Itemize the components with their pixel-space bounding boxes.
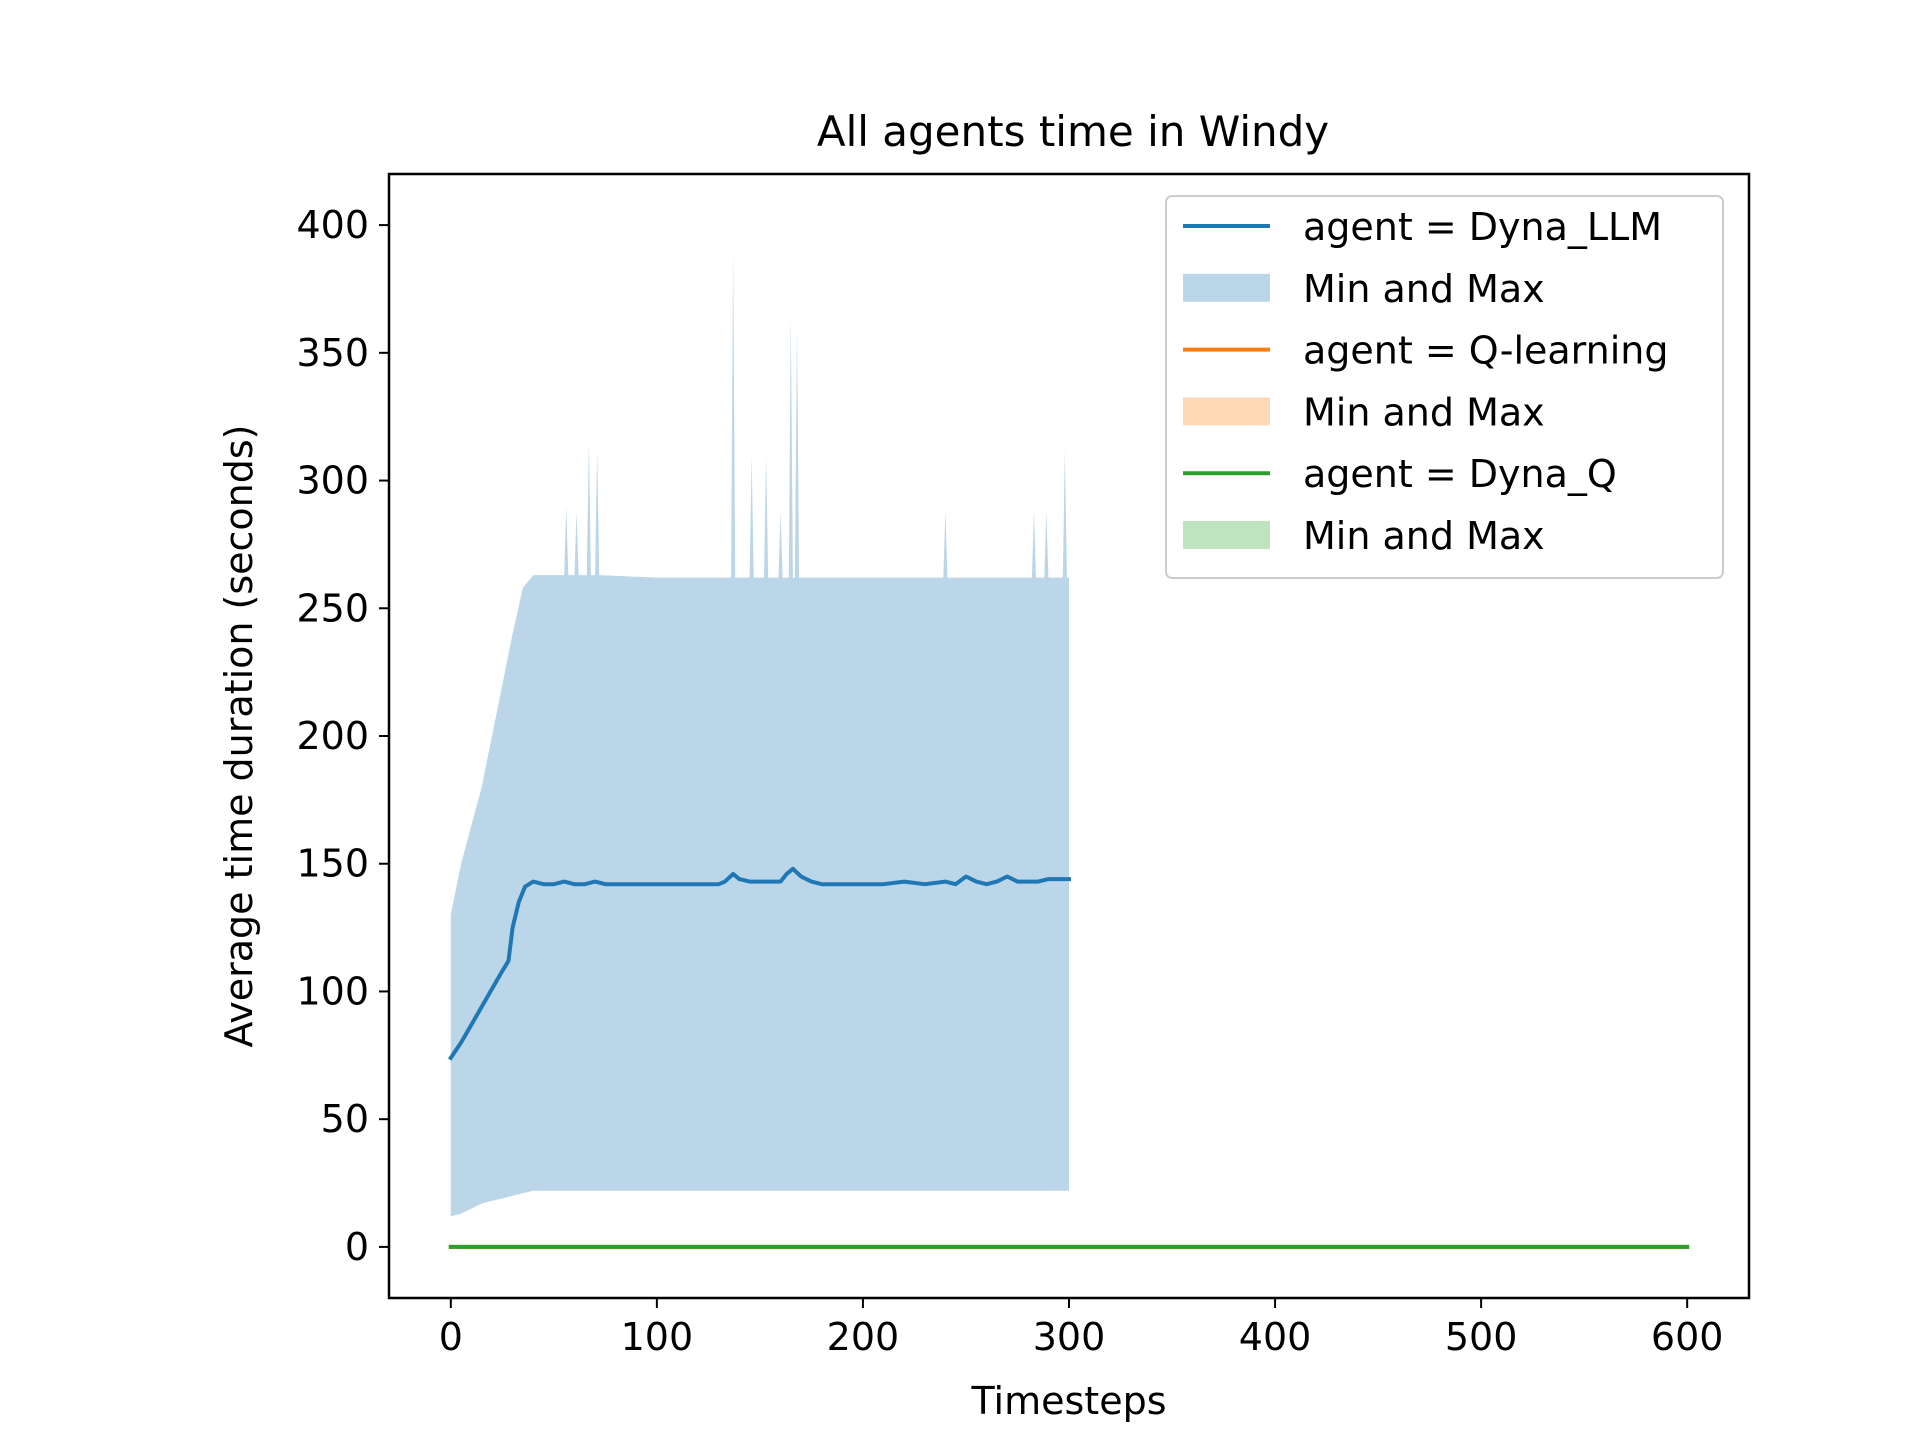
series-0-line bbox=[448, 866, 1071, 1061]
x-tick-label: 500 bbox=[1445, 1315, 1518, 1359]
legend-label: Min and Max bbox=[1303, 514, 1545, 558]
x-tick-label: 100 bbox=[621, 1315, 694, 1359]
y-tick-label: 100 bbox=[296, 969, 369, 1013]
legend-label: agent = Dyna_LLM bbox=[1303, 205, 1662, 249]
y-tick-label: 300 bbox=[296, 459, 369, 503]
chart-title: All agents time in Windy bbox=[817, 107, 1329, 156]
y-tick-label: 350 bbox=[296, 331, 369, 375]
x-tick-label: 0 bbox=[439, 1315, 463, 1359]
legend-band-swatch-0 bbox=[1183, 273, 1270, 302]
legend-label: Min and Max bbox=[1303, 390, 1545, 434]
y-tick-label: 50 bbox=[321, 1097, 369, 1141]
y-axis: 0 50 100 150 200 250 300 350 400 bbox=[296, 203, 389, 1269]
legend-label: agent = Q-learning bbox=[1303, 329, 1668, 373]
x-tick-label: 200 bbox=[827, 1315, 900, 1359]
y-tick-label: 250 bbox=[296, 586, 369, 630]
x-axis-label: Timesteps bbox=[971, 1379, 1167, 1423]
legend: agent = Dyna_LLM Min and Max agent = Q-lea… bbox=[1165, 195, 1724, 579]
x-tick-label: 600 bbox=[1651, 1315, 1724, 1359]
x-tick-label: 400 bbox=[1239, 1315, 1312, 1359]
x-axis: 0 100 200 300 400 500 600 bbox=[439, 1298, 1724, 1359]
y-tick-label: 150 bbox=[296, 842, 369, 886]
legend-band-swatch-1 bbox=[1183, 397, 1270, 426]
y-axis-label: Average time duration (seconds) bbox=[217, 424, 261, 1047]
legend-label: agent = Dyna_Q bbox=[1303, 452, 1617, 496]
y-tick-label: 200 bbox=[296, 714, 369, 758]
series-0-minmax-band bbox=[450, 250, 1069, 1217]
y-tick-label: 400 bbox=[296, 203, 369, 247]
y-tick-label: 0 bbox=[345, 1225, 369, 1269]
x-tick-label: 300 bbox=[1033, 1315, 1106, 1359]
legend-band-swatch-2 bbox=[1183, 521, 1270, 549]
legend-label: Min and Max bbox=[1303, 267, 1545, 311]
legend-frame bbox=[1165, 195, 1724, 579]
plot-area bbox=[448, 250, 1690, 1249]
